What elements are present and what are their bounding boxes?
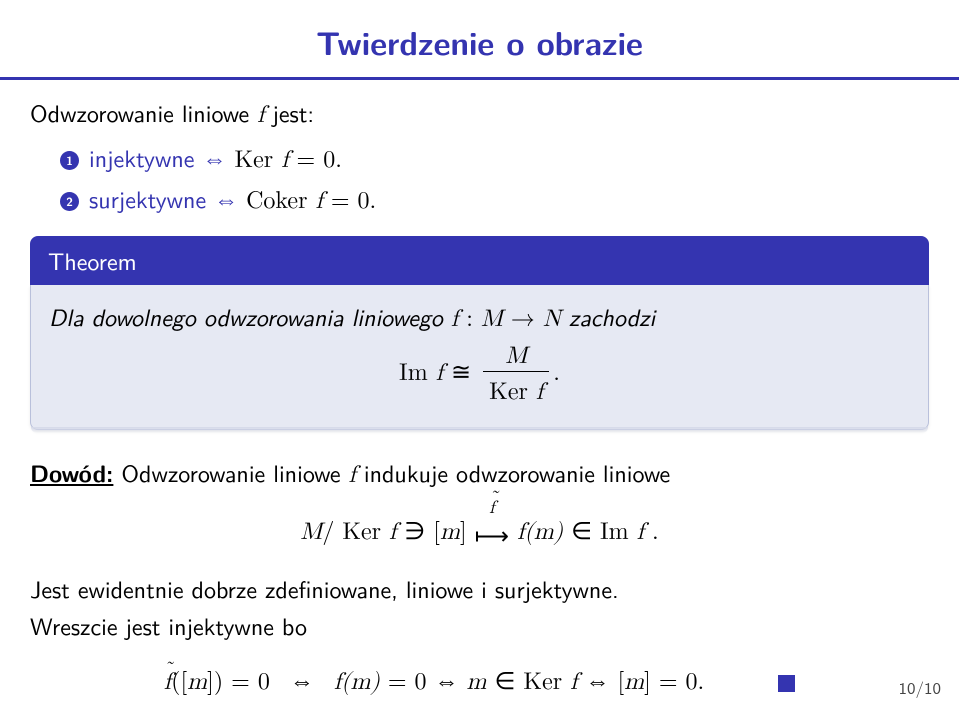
list-item-2: 2 surjektywne ⇔ Coker f = 0. bbox=[60, 181, 929, 216]
theorem-block: Theorem Dla dowolnego odwzorowania linio… bbox=[30, 236, 929, 430]
item1-tail: = 0. bbox=[289, 140, 342, 174]
thm-frac: M Ker f bbox=[483, 342, 549, 407]
intro-f: f bbox=[257, 103, 264, 127]
title-bar: Twierdzenie o obrazie bbox=[0, 0, 959, 77]
page-title: Twierdzenie o obrazie bbox=[316, 18, 643, 65]
item2-text: surjektywne ⇔ Coker f = 0. bbox=[89, 181, 376, 216]
theorem-body: Dla dowolnego odwzorowania liniowego f :… bbox=[30, 285, 929, 430]
thm-N: N bbox=[543, 307, 561, 331]
thm-arrow: → bbox=[503, 299, 543, 333]
proof-eq: f([m]) = 0 ⇔ f(m) = 0 ⇔ m ∈ Ker f ⇔ [m] … bbox=[30, 662, 929, 697]
map-m: [m] bbox=[433, 512, 466, 546]
map-im: Im bbox=[600, 512, 637, 546]
header: Twierdzenie o obrazie bbox=[0, 0, 959, 80]
thm-M: M bbox=[481, 307, 503, 331]
num-badge-1: 1 bbox=[60, 151, 79, 170]
thm-g: zachodzi bbox=[561, 299, 655, 334]
theorem-head: Theorem bbox=[30, 236, 929, 285]
proof-p3: Wreszcie jest injektywne bo bbox=[30, 607, 929, 644]
item2-f: f bbox=[316, 189, 323, 213]
list-item-1: 1 injektywne ⇔ Ker f = 0. bbox=[60, 140, 929, 175]
item1-text: injektywne ⇔ Ker f = 0. bbox=[89, 140, 342, 175]
proof-line1: Dowód: Odwzorowanie liniowe f indukuje o… bbox=[30, 454, 929, 494]
qed-icon bbox=[778, 675, 795, 692]
eq-ftilde: f bbox=[164, 668, 171, 697]
num-badge-2: 2 bbox=[60, 192, 79, 211]
item1-a: injektywne ⇔ bbox=[89, 140, 234, 175]
thm-den-f: f bbox=[536, 380, 543, 404]
eq-m: m bbox=[467, 670, 487, 694]
map-slash: / bbox=[322, 512, 342, 546]
p1-f: f bbox=[349, 463, 356, 487]
proof: Dowód: Odwzorowanie liniowe f indukuje o… bbox=[30, 454, 929, 697]
thm-a: Dla dowolnego odwzorowania liniowego bbox=[49, 299, 451, 334]
mapsto-symbol: ⟼ bbox=[475, 517, 509, 551]
proof-p2: Jest ewidentnie dobrze zdefiniowane, lin… bbox=[30, 570, 929, 607]
proof-label: Dowód: bbox=[30, 456, 113, 490]
map-M: M bbox=[300, 520, 322, 544]
map-fm: f(m) bbox=[517, 520, 563, 544]
eq-ker: Ker bbox=[523, 662, 570, 696]
content: Odwzorowanie liniowe f jest: 1 injektywn… bbox=[0, 80, 959, 216]
map-dot: . bbox=[644, 512, 659, 546]
eq-f: f bbox=[570, 670, 577, 694]
thm-im: Im bbox=[399, 353, 436, 387]
thm-frac-den: Ker f bbox=[483, 372, 549, 407]
eq-bm: [m] bbox=[617, 662, 650, 696]
thm-formula: Im f ≅ M Ker f . bbox=[49, 342, 910, 407]
page-number: 10/10 bbox=[899, 675, 942, 700]
eq-iff: ⇔ bbox=[578, 662, 618, 696]
thm-den-ker: Ker bbox=[489, 372, 536, 406]
eq-d: = 0 ⇔ bbox=[380, 662, 467, 696]
map-ker: Ker bbox=[342, 512, 389, 546]
eq-fm: f(m) bbox=[334, 670, 380, 694]
thm-dot: . bbox=[553, 353, 560, 387]
eq-in: ∈ bbox=[487, 662, 524, 696]
mapsto-label: f bbox=[489, 497, 495, 519]
p1-c: indukuje odwzorowanie liniowe bbox=[356, 455, 670, 490]
item1-f: f bbox=[281, 148, 288, 172]
thm-cong: ≅ bbox=[443, 353, 479, 387]
eq-b: ([m]) = 0 ⇔ bbox=[171, 662, 334, 696]
p1-a: Odwzorowanie liniowe bbox=[113, 455, 348, 490]
thm-im-f: f bbox=[436, 361, 443, 385]
intro-tail: jest: bbox=[265, 95, 315, 130]
thm-c: : bbox=[458, 299, 481, 333]
intro-line: Odwzorowanie liniowe f jest: bbox=[30, 94, 929, 134]
map-ni: ∋ bbox=[396, 512, 433, 546]
item2-coker: Coker bbox=[246, 181, 315, 215]
item2-tail: = 0. bbox=[323, 181, 376, 215]
map-in: ∈ bbox=[563, 512, 600, 546]
map-f2: f bbox=[637, 520, 644, 544]
item2-a: surjektywne ⇔ bbox=[89, 181, 246, 216]
proof-map: M/ Ker f ∋ [m] f ⟼ f(m) ∈ Im f . bbox=[30, 512, 929, 551]
thm-frac-num: M bbox=[483, 342, 549, 372]
mapsto-arrow: f ⟼ bbox=[475, 517, 509, 552]
eq-k: = 0. bbox=[651, 662, 704, 696]
item1-ker: Ker bbox=[234, 140, 281, 174]
intro-lead: Odwzorowanie liniowe bbox=[30, 95, 257, 130]
